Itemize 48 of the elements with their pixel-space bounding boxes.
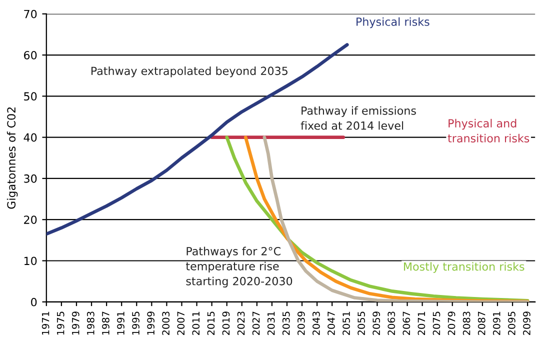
annotation: Pathway if emissions fixed at 2014 level	[300, 106, 416, 130]
x-tick-label: 1975	[56, 312, 64, 335]
y-tick-label: 20	[24, 216, 37, 224]
y-tick-label: 70	[24, 10, 37, 18]
y-axis-title: Gigatonnes of C02	[6, 107, 18, 209]
x-tick-label: 2003	[162, 312, 170, 335]
x-tick-label: 2059	[372, 312, 380, 335]
x-tick-label: 1991	[117, 312, 124, 335]
series-label: Mostly transition risks	[404, 262, 524, 273]
text: Physical and transition risks	[448, 118, 530, 142]
x-tick-label: 2083	[462, 312, 470, 335]
x-tick-label: 2047	[328, 312, 335, 335]
x-tick-label: 2051	[342, 312, 350, 335]
y-tick-label: 30	[24, 174, 37, 183]
x-tick-label: 2039	[297, 312, 305, 335]
x-tick-label: 1971	[42, 312, 50, 335]
x-tick-label: 2075	[432, 312, 440, 335]
annotation: Pathways for 2°C temperature rise starting 2020-2030	[186, 246, 292, 288]
x-tick-label: 2063	[388, 312, 396, 335]
y-tick-label: 40	[24, 133, 37, 142]
x-tick-label: 2007	[177, 312, 185, 335]
x-tick-label: 2087	[478, 312, 486, 335]
x-tick-label: 2099	[523, 312, 530, 335]
y-tick-label: 50	[24, 92, 37, 101]
x-tick-label: 1979	[72, 312, 80, 335]
x-tick-label: 2031	[267, 312, 275, 335]
x-tick-label: 2019	[222, 312, 230, 335]
series-label: Physical risks	[356, 17, 430, 28]
annotation: Pathway extrapolated beyond 2035	[91, 66, 288, 78]
x-tick-label: 2071	[418, 312, 426, 335]
y-tick-label: 60	[24, 51, 37, 60]
x-tick-label: 2043	[312, 312, 320, 335]
x-tick-label: 2023	[237, 312, 245, 335]
x-tick-label: 2027	[252, 312, 260, 335]
x-tick-label: 2035	[282, 312, 290, 335]
x-tick-label: 1987	[102, 312, 110, 335]
x-tick-label: 1995	[132, 312, 140, 335]
x-tick-label: 2067	[402, 312, 410, 335]
x-tick-label: 2011	[192, 312, 200, 335]
x-tick-label: 2091	[492, 312, 500, 335]
x-tick-label: 2079	[448, 312, 456, 335]
x-tick-label: 2055	[358, 312, 365, 335]
y-tick-label: 0	[31, 298, 37, 306]
x-tick-label: 2095	[508, 312, 516, 335]
y-tick-label: 10	[24, 256, 37, 266]
x-tick-label: 1983	[86, 312, 94, 335]
x-tick-label: 1999	[147, 312, 154, 335]
x-tick-label: 2015	[207, 312, 215, 335]
